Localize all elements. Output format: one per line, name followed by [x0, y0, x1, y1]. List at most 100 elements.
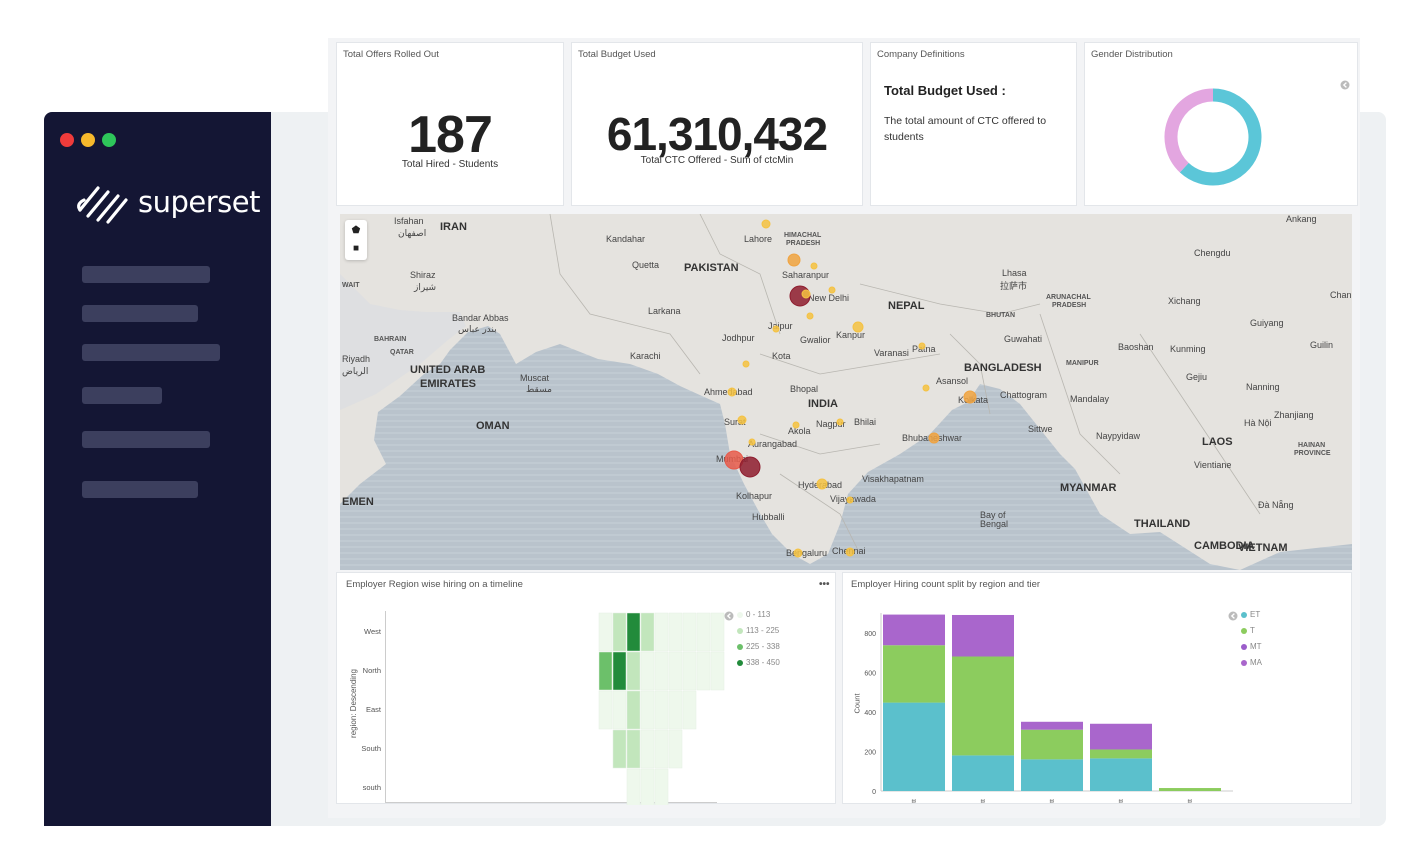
heatmap-cell[interactable] [668, 690, 683, 730]
hiring-bubble[interactable] [761, 219, 771, 229]
heatmap-cell[interactable] [654, 768, 669, 805]
heatmap-cell[interactable] [612, 729, 627, 769]
bar-segment-ma[interactable] [1090, 723, 1152, 750]
bar-legend-item[interactable]: ET [1241, 610, 1260, 619]
hiring-bubble[interactable] [836, 418, 844, 426]
heatmap-cell[interactable] [626, 612, 641, 652]
heatmap-cell[interactable] [668, 612, 683, 652]
legend-toggle-icon[interactable] [1339, 79, 1351, 91]
hiring-bubble[interactable] [806, 312, 814, 320]
hiring-bubble[interactable] [928, 432, 940, 444]
heatmap-cell[interactable] [668, 729, 683, 769]
hiring-bubble[interactable] [748, 438, 756, 446]
hiring-bubble[interactable] [810, 262, 818, 270]
heatmap-cell[interactable] [612, 690, 627, 730]
bar-segment-ma[interactable] [1021, 721, 1083, 730]
heatmap-cell[interactable] [598, 690, 613, 730]
donut-segment-1[interactable] [1164, 88, 1214, 173]
legend-swatch [1241, 627, 1247, 634]
hiring-bubble[interactable] [828, 286, 836, 294]
heatmap-cell[interactable] [626, 651, 641, 691]
heatmap-cell[interactable] [612, 612, 627, 652]
bar-segment-t[interactable] [1021, 729, 1083, 760]
heatmap-cell[interactable] [640, 651, 655, 691]
hiring-bubble[interactable] [963, 390, 977, 404]
heatmap-cell[interactable] [598, 651, 613, 691]
hiring-bubble[interactable] [793, 548, 803, 558]
heatmap-cell[interactable] [668, 651, 683, 691]
superset-logo[interactable]: superset [74, 176, 260, 228]
heatmap-cell[interactable] [710, 612, 725, 652]
heatmap-legend-item[interactable]: 225 - 338 [737, 642, 780, 651]
legend-toggle-icon[interactable] [1227, 610, 1239, 622]
square-draw-icon[interactable]: ■ [352, 243, 360, 254]
nav-item-4[interactable] [82, 387, 162, 404]
bar-segment-ma[interactable] [883, 614, 945, 646]
heatmap-legend-item[interactable]: 338 - 450 [737, 658, 780, 667]
hiring-bubble[interactable] [787, 253, 801, 267]
heatmap-cell[interactable] [626, 768, 641, 805]
bar-legend-item[interactable]: MT [1241, 642, 1262, 651]
nav-item-5[interactable] [82, 431, 210, 448]
heatmap-cell[interactable] [598, 612, 613, 652]
map-place-label: VIETNAM [1238, 542, 1288, 554]
hiring-bubble[interactable] [816, 478, 828, 490]
hiring-bubble[interactable] [846, 496, 854, 504]
heatmap-cell[interactable] [640, 690, 655, 730]
hiring-bubble[interactable] [737, 415, 747, 425]
heatmap-cell[interactable] [696, 651, 711, 691]
heatmap-cell[interactable] [626, 729, 641, 769]
heatmap-cell[interactable] [640, 729, 655, 769]
nav-item-6[interactable] [82, 481, 198, 498]
bar-legend-item[interactable]: T [1241, 626, 1255, 635]
hiring-bubble[interactable] [845, 547, 855, 557]
heatmap-cell[interactable] [682, 690, 697, 730]
bar-segment-ma[interactable] [952, 614, 1014, 657]
heatmap-cell[interactable] [696, 612, 711, 652]
hiring-bubble[interactable] [727, 387, 737, 397]
heatmap-cell[interactable] [710, 651, 725, 691]
more-options-icon[interactable]: ••• [819, 579, 830, 590]
hiring-bubble[interactable] [739, 456, 761, 478]
india-region-map[interactable]: Isfahan اصفهان IRAN Shiraz شیراز WAIT Bandar A… [340, 214, 1352, 570]
bar-segment-t[interactable] [883, 645, 945, 703]
heatmap-cell[interactable] [612, 651, 627, 691]
heatmap-cell[interactable] [654, 612, 669, 652]
legend-toggle-icon[interactable] [723, 610, 735, 622]
heatmap-cell[interactable] [654, 729, 669, 769]
window-minimize-button[interactable] [81, 133, 95, 147]
polygon-draw-icon[interactable]: ⬟ [351, 225, 361, 236]
hiring-bubble[interactable] [801, 289, 811, 299]
hiring-bubble[interactable] [922, 384, 930, 392]
bar-segment-t[interactable] [1090, 749, 1152, 759]
heatmap-cell[interactable] [682, 612, 697, 652]
map-place-label: New Delhi [808, 293, 850, 303]
hiring-bubble[interactable] [792, 421, 800, 429]
heatmap-cell[interactable] [654, 651, 669, 691]
heatmap-title: Employer Region wise hiring on a timelin… [346, 579, 523, 590]
heatmap-cell[interactable] [626, 690, 641, 730]
hiring-bubble[interactable] [772, 325, 780, 333]
window-close-button[interactable] [60, 133, 74, 147]
heatmap-cell[interactable] [654, 690, 669, 730]
bar-segment-t[interactable] [952, 656, 1014, 756]
nav-item-3[interactable] [82, 344, 220, 361]
heatmap-cell[interactable] [640, 612, 655, 652]
hiring-bubble[interactable] [742, 360, 750, 368]
hiring-bubble[interactable] [918, 342, 926, 350]
bar-legend-item[interactable]: MA [1241, 658, 1262, 667]
bar-segment-et[interactable] [883, 702, 945, 791]
bar-segment-et[interactable] [1090, 758, 1152, 791]
hiring-bubble[interactable] [852, 321, 864, 333]
bar-segment-t[interactable] [1159, 788, 1221, 791]
donut-segment-0[interactable] [1179, 88, 1262, 186]
heatmap-legend-item[interactable]: 113 - 225 [737, 626, 779, 635]
heatmap-cell[interactable] [640, 768, 655, 805]
bar-segment-et[interactable] [1021, 759, 1083, 791]
window-maximize-button[interactable] [102, 133, 116, 147]
nav-item-1[interactable] [82, 266, 210, 283]
bar-segment-et[interactable] [952, 755, 1014, 791]
heatmap-legend-item[interactable]: 0 - 113 [737, 610, 770, 619]
heatmap-cell[interactable] [682, 651, 697, 691]
nav-item-2[interactable] [82, 305, 198, 322]
